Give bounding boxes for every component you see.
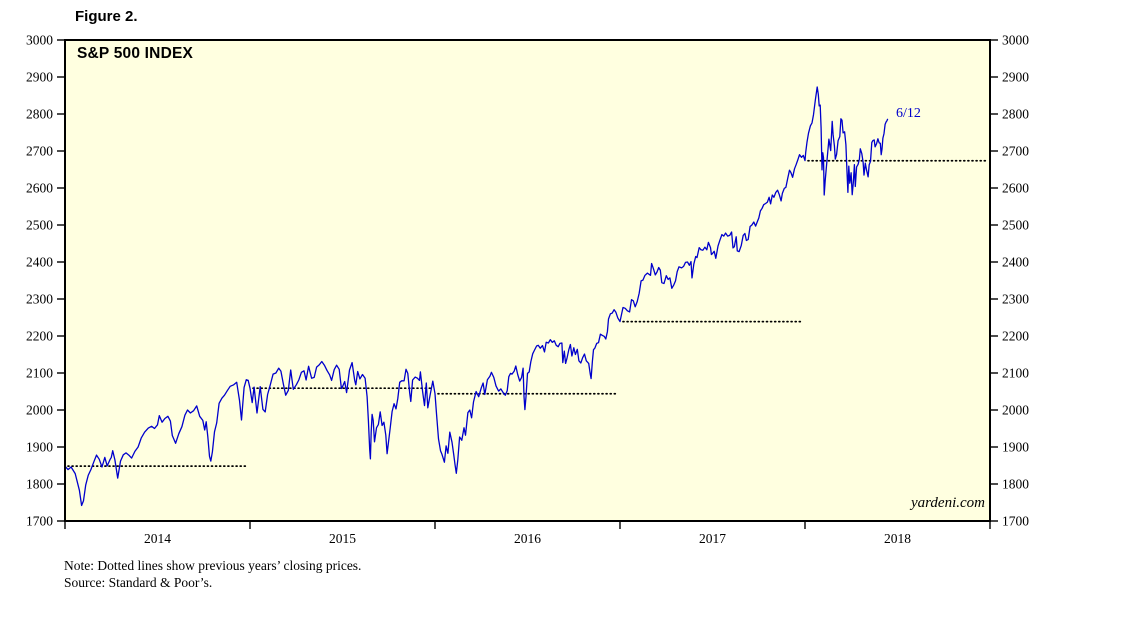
chart-title: S&P 500 INDEX — [77, 45, 194, 62]
chart-notes: Note: Dotted lines show previous years’ … — [64, 557, 361, 591]
svg-text:2016: 2016 — [514, 531, 541, 546]
svg-text:1900: 1900 — [1002, 440, 1029, 455]
svg-text:3000: 3000 — [1002, 33, 1029, 48]
source-line: Source: Standard & Poor’s. — [64, 575, 213, 590]
svg-text:3000: 3000 — [26, 33, 53, 48]
svg-text:2700: 2700 — [1002, 144, 1029, 159]
svg-text:2400: 2400 — [26, 255, 53, 270]
watermark-yardeni: yardeni.com — [910, 495, 985, 511]
svg-text:2017: 2017 — [699, 531, 726, 546]
svg-text:1700: 1700 — [1002, 514, 1029, 529]
svg-text:2000: 2000 — [1002, 403, 1029, 418]
svg-text:2300: 2300 — [26, 292, 53, 307]
svg-text:2700: 2700 — [26, 144, 53, 159]
svg-text:2000: 2000 — [26, 403, 53, 418]
svg-text:2300: 2300 — [1002, 292, 1029, 307]
svg-text:2100: 2100 — [1002, 366, 1029, 381]
svg-text:1700: 1700 — [26, 514, 53, 529]
svg-text:2800: 2800 — [26, 107, 53, 122]
svg-text:2500: 2500 — [26, 218, 53, 233]
svg-text:2200: 2200 — [26, 329, 53, 344]
latest-date-annotation: 6/12 — [896, 106, 921, 121]
svg-text:2015: 2015 — [329, 531, 356, 546]
svg-text:2900: 2900 — [26, 70, 53, 85]
svg-text:2500: 2500 — [1002, 218, 1029, 233]
svg-text:2014: 2014 — [144, 531, 171, 546]
svg-text:2100: 2100 — [26, 366, 53, 381]
svg-text:1800: 1800 — [26, 477, 53, 492]
svg-text:2600: 2600 — [26, 181, 53, 196]
svg-text:2018: 2018 — [884, 531, 911, 546]
svg-text:2800: 2800 — [1002, 107, 1029, 122]
svg-text:1900: 1900 — [26, 440, 53, 455]
svg-text:2400: 2400 — [1002, 255, 1029, 270]
svg-text:2900: 2900 — [1002, 70, 1029, 85]
svg-text:1800: 1800 — [1002, 477, 1029, 492]
svg-text:2200: 2200 — [1002, 329, 1029, 344]
svg-text:2600: 2600 — [1002, 181, 1029, 196]
figure-label: Figure 2. — [75, 8, 138, 25]
note-line: Note: Dotted lines show previous years’ … — [64, 558, 362, 573]
